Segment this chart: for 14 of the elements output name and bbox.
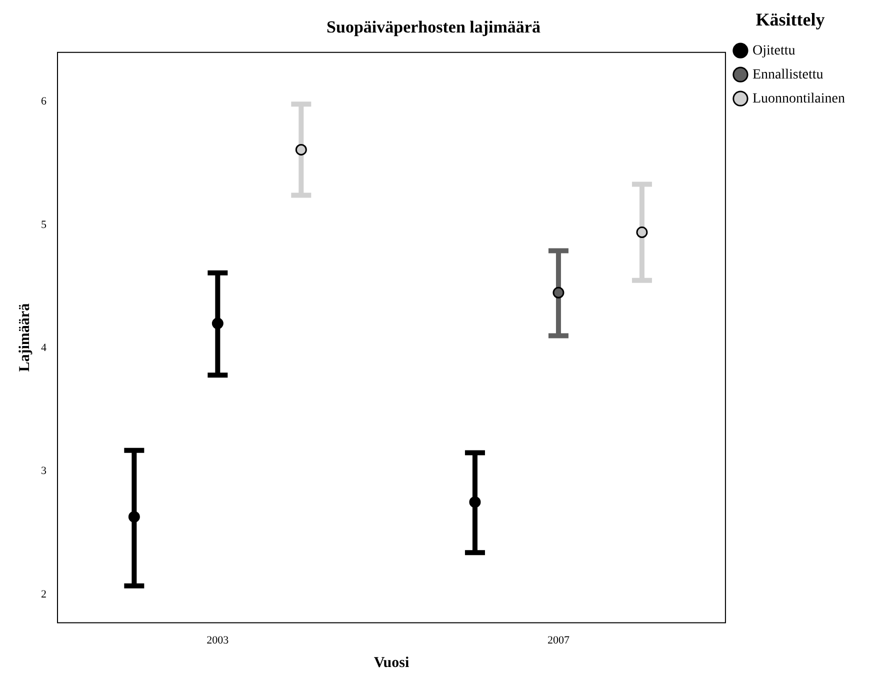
y-tick-label: 6 [41,96,47,108]
chart-title: Suopäiväperhosten lajimäärä [326,18,541,37]
y-tick-label: 5 [41,218,47,231]
y-tick-label: 3 [41,465,47,478]
y-tick-label: 4 [41,342,47,354]
x-tick-label: 2007 [547,634,570,646]
legend-label: Ojitettu [752,43,796,58]
y-tick-label: 2 [41,588,46,600]
x-tick-label: 2003 [206,634,230,646]
legend-label: Luonnontilainen [752,91,846,106]
y-axis-title: Lajimäärä [16,302,33,372]
x-axis-title: Vuosi [374,654,410,671]
legend-label: Ennallistettu [752,67,824,82]
legend-title: Käsittely [756,10,825,30]
